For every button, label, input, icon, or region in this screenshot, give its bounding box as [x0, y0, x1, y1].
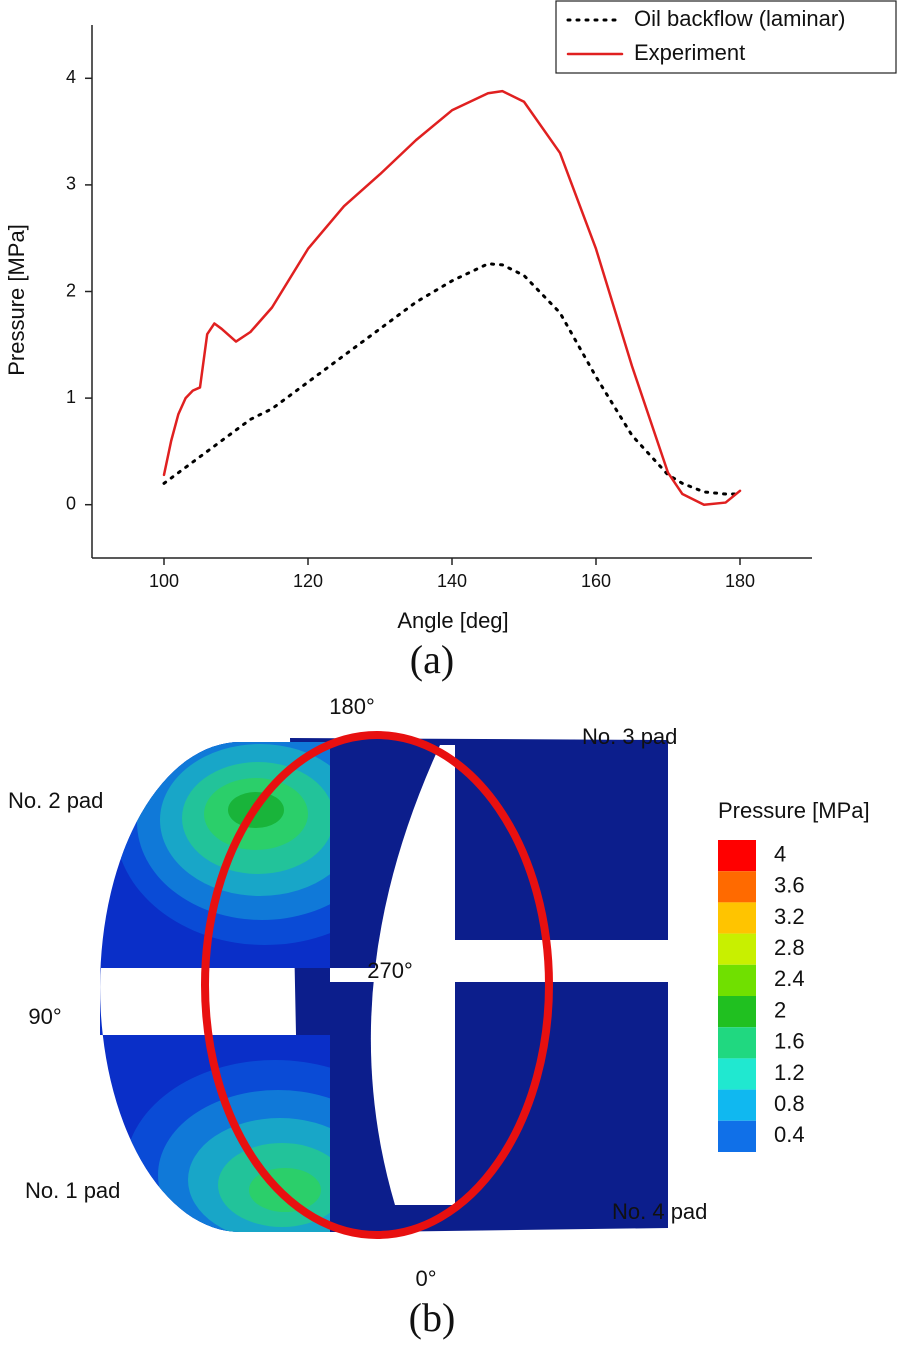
colorbar-swatch — [718, 1089, 756, 1121]
x-tick-label: 160 — [581, 571, 611, 591]
pad-gap — [330, 968, 450, 982]
x-tick-label: 180 — [725, 571, 755, 591]
colorbar-swatch — [718, 1058, 756, 1090]
colorbar-label: 0.4 — [774, 1122, 805, 1147]
pads-1-2 — [100, 742, 330, 1232]
pads-3-4 — [290, 738, 668, 1232]
colorbar-swatch — [718, 964, 756, 996]
pad-label: No. 4 pad — [612, 1199, 707, 1224]
bearing-diagram — [100, 731, 668, 1239]
legend-label: Experiment — [634, 40, 745, 65]
colorbar-swatch — [718, 1120, 756, 1152]
colorbar-label: 3.2 — [774, 904, 805, 929]
colorbar-swatch — [718, 933, 756, 965]
x-axis-label: Angle [deg] — [397, 608, 508, 633]
pad-label: No. 2 pad — [8, 788, 103, 813]
angle-label: 90° — [28, 1004, 61, 1029]
caption-b: (b) — [409, 1295, 456, 1340]
colorbar-swatch — [718, 902, 756, 934]
series-line — [162, 89, 742, 506]
colorbar-label: 4 — [774, 841, 786, 866]
x-tick-label: 120 — [293, 571, 323, 591]
colorbar-label: 0.8 — [774, 1091, 805, 1116]
series-line — [162, 262, 742, 496]
y-tick-label: 4 — [66, 67, 76, 87]
colorbar-label: 3.6 — [774, 873, 805, 898]
y-axis-label: Pressure [MPa] — [4, 224, 29, 376]
colorbar-swatch — [718, 840, 756, 872]
y-tick-label: 3 — [66, 174, 76, 194]
legend-label: Oil backflow (laminar) — [634, 6, 846, 31]
colorbar-swatch — [718, 1027, 756, 1059]
x-tick-label: 100 — [149, 571, 179, 591]
x-tick-label: 140 — [437, 571, 467, 591]
y-tick-label: 0 — [66, 493, 76, 513]
legend-box — [555, 0, 897, 74]
angle-label: 270° — [367, 958, 413, 983]
highlight-ring — [201, 731, 553, 1239]
colorbar-label: 2 — [774, 997, 786, 1022]
colorbar-label: 1.2 — [774, 1060, 805, 1085]
caption-a: (a) — [410, 637, 454, 682]
colorbar-title: Pressure [MPa] — [718, 798, 870, 823]
y-tick-label: 1 — [66, 387, 76, 407]
colorbar-swatch — [718, 996, 756, 1028]
y-tick-label: 2 — [66, 280, 76, 300]
angle-label: 0° — [415, 1266, 436, 1291]
colorbar-label: 1.6 — [774, 1029, 805, 1054]
angle-label: 180° — [329, 694, 375, 719]
pad-label: No. 3 pad — [582, 724, 677, 749]
pad-label: No. 1 pad — [25, 1178, 120, 1203]
colorbar-label: 2.8 — [774, 935, 805, 960]
colorbar-swatch — [718, 871, 756, 903]
colorbar-label: 2.4 — [774, 966, 805, 991]
